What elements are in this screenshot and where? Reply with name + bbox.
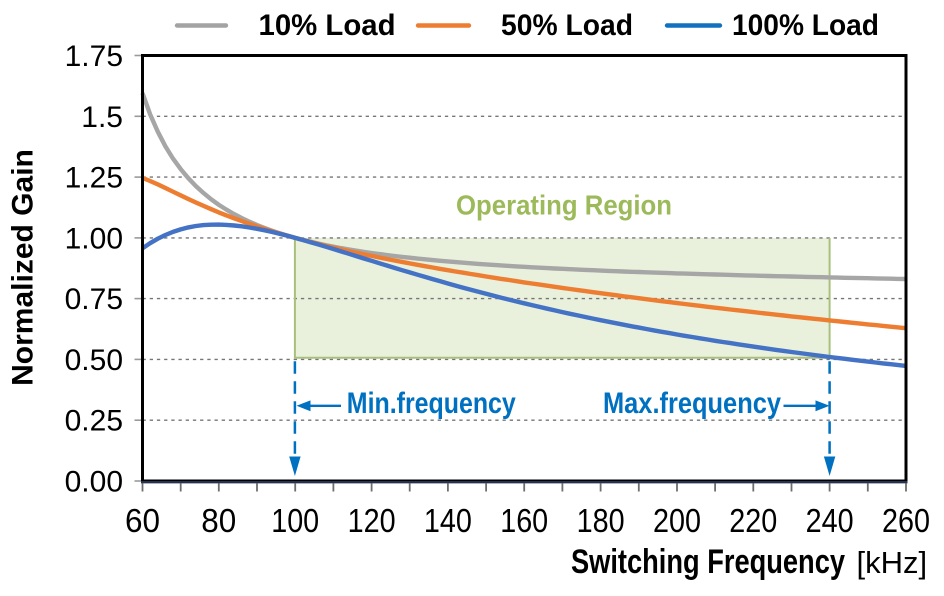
svg-text:0.00: 0.00 <box>65 466 123 499</box>
svg-text:0.25: 0.25 <box>65 405 123 438</box>
svg-text:160: 160 <box>500 502 548 539</box>
svg-text:60: 60 <box>125 502 160 539</box>
svg-text:120: 120 <box>348 502 396 539</box>
svg-text:50% Load: 50% Load <box>501 9 633 42</box>
svg-text:100: 100 <box>271 502 319 539</box>
svg-text:220: 220 <box>729 502 777 539</box>
svg-text:180: 180 <box>577 502 625 539</box>
svg-text:[kHz]: [kHz] <box>857 545 928 580</box>
svg-text:140: 140 <box>424 502 472 539</box>
svg-text:240: 240 <box>806 502 854 539</box>
svg-text:Operating Region: Operating Region <box>456 189 672 220</box>
svg-text:1.75: 1.75 <box>65 40 123 73</box>
svg-text:1.25: 1.25 <box>65 162 123 195</box>
svg-text:0.75: 0.75 <box>65 283 123 316</box>
svg-text:1.5: 1.5 <box>81 101 123 134</box>
svg-text:Normalized Gain: Normalized Gain <box>7 149 40 386</box>
svg-text:Min.frequency: Min.frequency <box>347 387 516 420</box>
svg-text:Switching Frequency: Switching Frequency <box>571 543 845 581</box>
svg-text:Max.frequency: Max.frequency <box>603 387 781 420</box>
svg-text:10% Load: 10% Load <box>259 9 396 42</box>
svg-text:0.50: 0.50 <box>65 344 123 377</box>
svg-text:80: 80 <box>201 502 236 539</box>
svg-text:1.00: 1.00 <box>65 222 123 255</box>
svg-text:200: 200 <box>653 502 701 539</box>
svg-text:260: 260 <box>882 502 930 539</box>
svg-text:100% Load: 100% Load <box>732 9 879 42</box>
